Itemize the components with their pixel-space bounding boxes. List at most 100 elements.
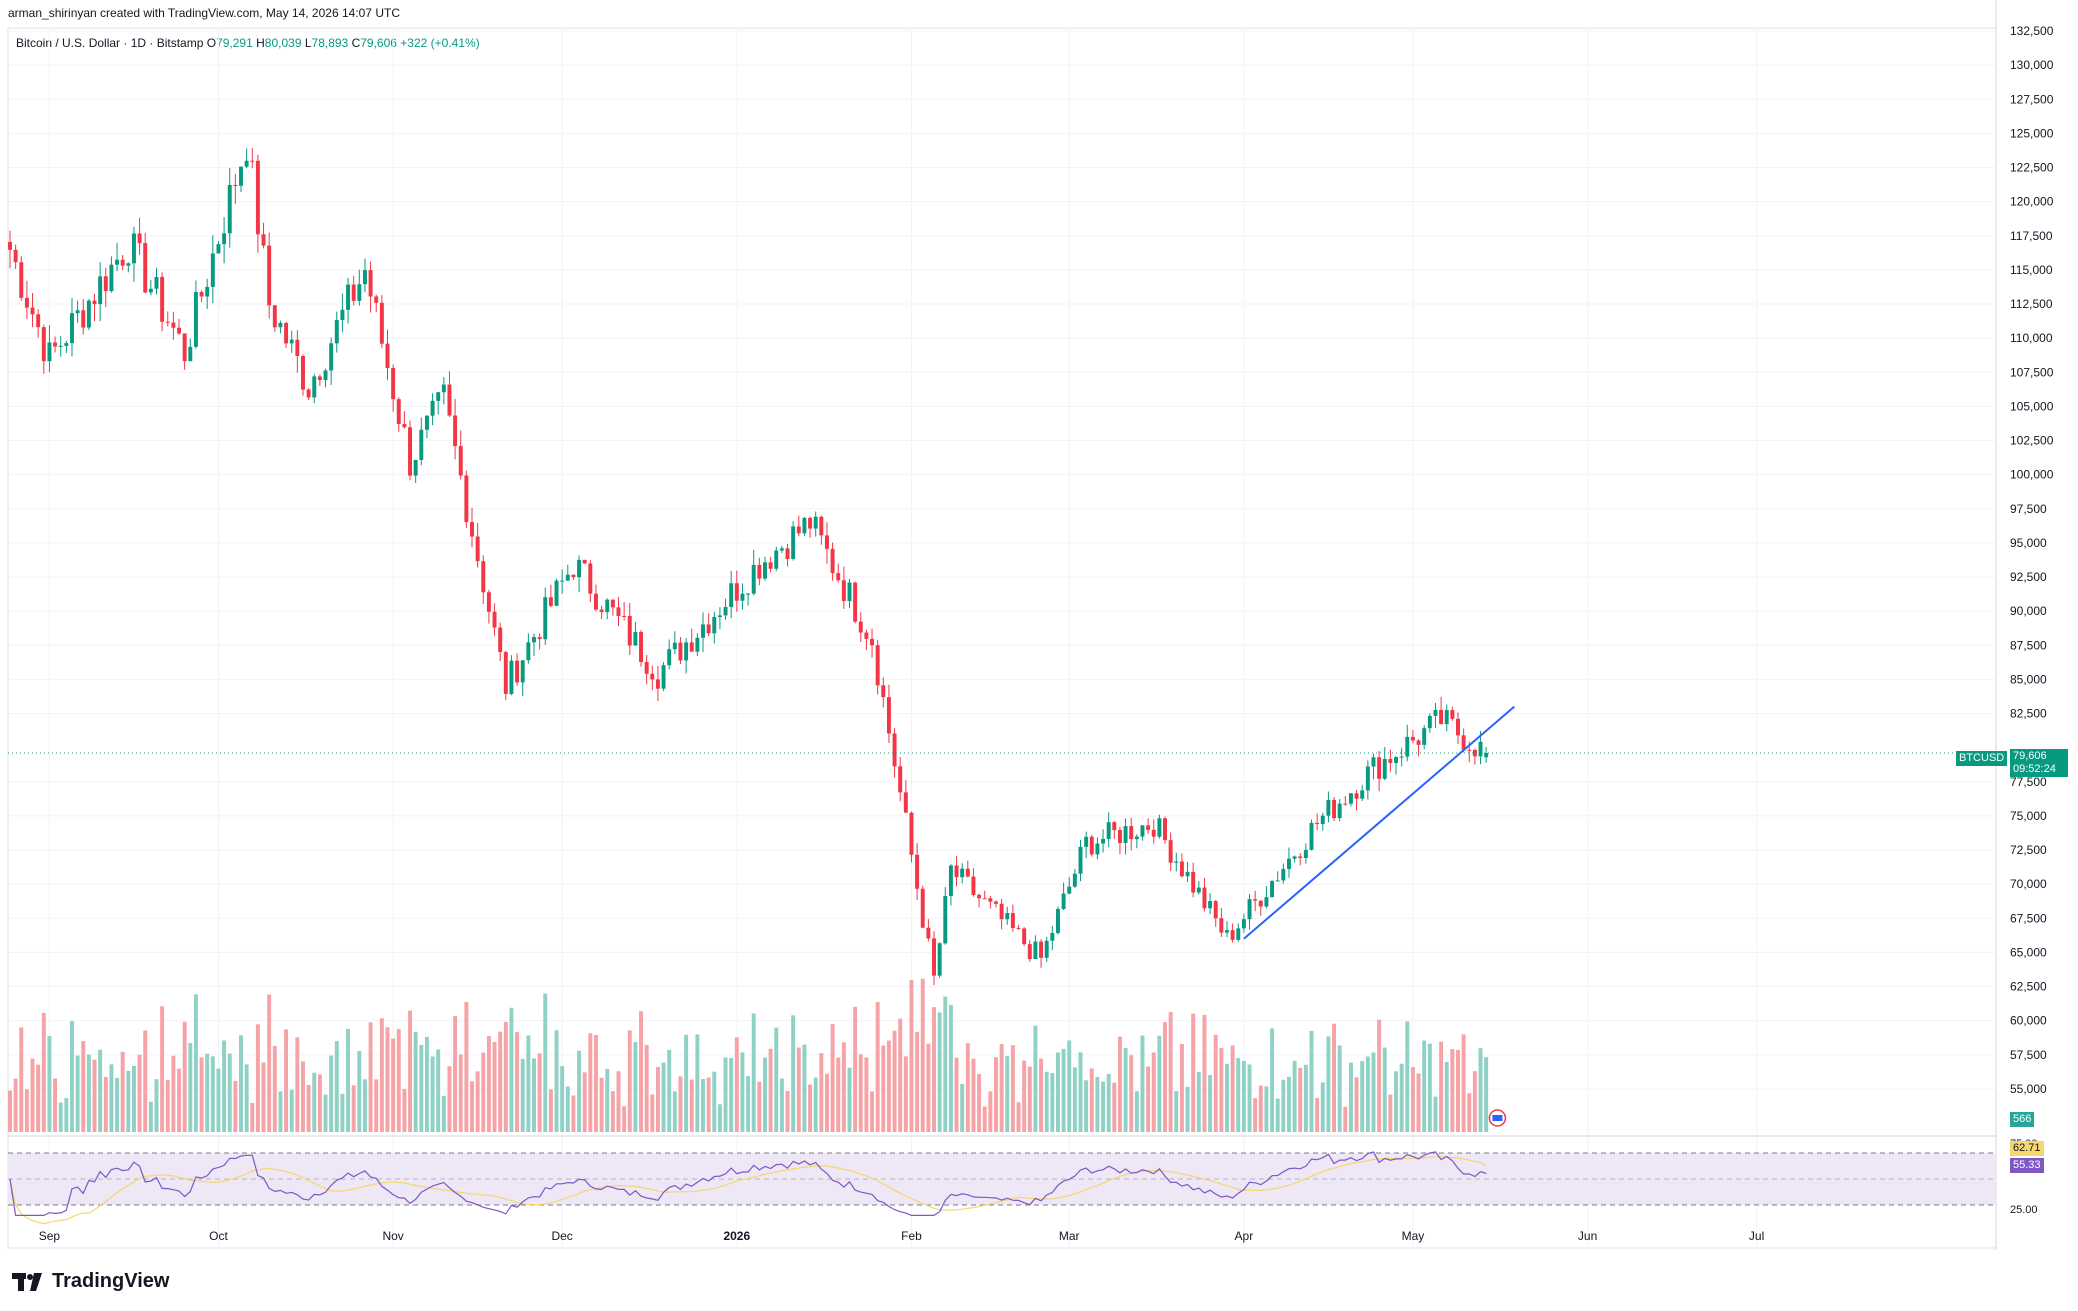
volume-bar — [1258, 1085, 1263, 1132]
volume-bar — [802, 1044, 807, 1132]
candle-body — [920, 888, 925, 928]
volume-bar — [227, 1053, 232, 1132]
candle-body — [24, 297, 29, 308]
volume-bar — [1084, 1080, 1089, 1132]
candle-body — [1354, 793, 1359, 799]
volume-bar — [1365, 1056, 1370, 1132]
candle-body — [199, 291, 204, 297]
candle-body — [1292, 856, 1297, 859]
volume-bar — [740, 1052, 745, 1132]
candle-body — [1433, 709, 1438, 716]
volume-bar — [402, 1088, 407, 1132]
candle-body — [1467, 749, 1472, 751]
candle-body — [193, 291, 198, 347]
volume-bar — [239, 1035, 243, 1132]
volume-bar — [53, 1078, 58, 1132]
candle-body — [182, 333, 187, 362]
volume-bar — [1247, 1064, 1252, 1132]
candle-body — [943, 895, 948, 944]
last-price-tag: 79,606 09:52:24 — [2010, 749, 2068, 777]
volume-bar — [1225, 1063, 1229, 1132]
volume-bar — [317, 1074, 322, 1132]
volume-bar — [571, 1095, 576, 1132]
candle-body — [53, 342, 58, 347]
volume-bar — [723, 1057, 728, 1132]
candle-body — [334, 320, 339, 344]
candle-body — [994, 901, 998, 904]
candle-body — [932, 938, 936, 976]
rsi-value-tag: 55.33 — [2010, 1158, 2044, 1173]
price-tick-label: 122,500 — [2010, 161, 2054, 175]
candle-body — [1101, 839, 1106, 844]
volume-bar — [1410, 1067, 1415, 1132]
volume-bar — [689, 1079, 694, 1132]
volume-bar — [267, 994, 272, 1132]
volume-bar — [379, 1018, 384, 1132]
candle-body — [757, 564, 762, 579]
candle-body — [210, 253, 215, 287]
price-tick-label: 120,000 — [2010, 195, 2054, 209]
candle-body — [982, 898, 987, 900]
volume-bar — [903, 1056, 908, 1132]
volume-bar — [532, 1058, 536, 1132]
close-label: C — [351, 36, 361, 50]
candle-body — [1157, 818, 1162, 837]
candle-body — [813, 516, 818, 529]
volume-bar — [875, 1001, 880, 1132]
volume-bar — [1450, 1049, 1455, 1132]
volume-bar — [520, 1058, 525, 1132]
candle-body — [520, 660, 525, 683]
candle-body — [1089, 836, 1094, 855]
volume-bar — [357, 1051, 362, 1132]
volume-bar — [75, 1055, 80, 1132]
event-flag-inner — [1492, 1115, 1503, 1121]
candle-body — [712, 616, 717, 634]
volume-bar — [1033, 1025, 1038, 1132]
volume-bar — [1303, 1064, 1308, 1132]
volume-bar — [999, 1044, 1004, 1132]
price-tick-label: 112,500 — [2010, 297, 2053, 311]
rsi-ma-value: 62.71 — [2013, 1142, 2041, 1154]
candle-body — [441, 384, 446, 393]
volume-bar — [385, 1027, 390, 1132]
volume-bar — [915, 1031, 920, 1132]
volume-bar — [1168, 1012, 1173, 1132]
candle-body — [148, 288, 153, 293]
candle-body — [1241, 919, 1246, 929]
candle-body — [492, 611, 497, 628]
volume-bar — [481, 1052, 486, 1132]
candle-body — [706, 624, 711, 634]
volume-bar — [622, 1106, 627, 1132]
candle-body — [723, 607, 728, 616]
volume-bar — [486, 1036, 491, 1132]
candle-body — [650, 673, 655, 680]
candle-body — [1230, 930, 1235, 940]
volume-bar — [92, 1059, 97, 1132]
volume-bar — [1371, 1052, 1376, 1132]
rsi-axis-25: 25.00 — [2010, 1204, 2038, 1216]
candle-body — [160, 276, 165, 322]
candle-body — [1264, 897, 1269, 907]
volume-bar — [582, 1072, 587, 1132]
tradingview-logo[interactable]: TradingView — [12, 1270, 169, 1293]
volume-bar — [1117, 1036, 1122, 1132]
volume-bar — [255, 1024, 260, 1132]
volume-bar — [599, 1077, 604, 1132]
volume-bar — [881, 1045, 886, 1132]
candle-body — [802, 517, 807, 534]
candle-body — [1208, 901, 1213, 909]
volume-bar — [1320, 1082, 1325, 1132]
volume-bar — [830, 1024, 835, 1132]
close-value: 79,606 — [360, 36, 397, 50]
candle-body — [1129, 826, 1134, 840]
volume-bar — [470, 1081, 474, 1132]
volume-bar — [701, 1078, 705, 1132]
candle-body — [1315, 822, 1320, 824]
volume-bar — [565, 1086, 570, 1132]
volume-bar — [1354, 1077, 1359, 1132]
volume-bar — [537, 1053, 542, 1132]
volume-bar — [1196, 1071, 1201, 1132]
low-label: L — [304, 36, 312, 50]
candle-body — [1337, 803, 1342, 819]
